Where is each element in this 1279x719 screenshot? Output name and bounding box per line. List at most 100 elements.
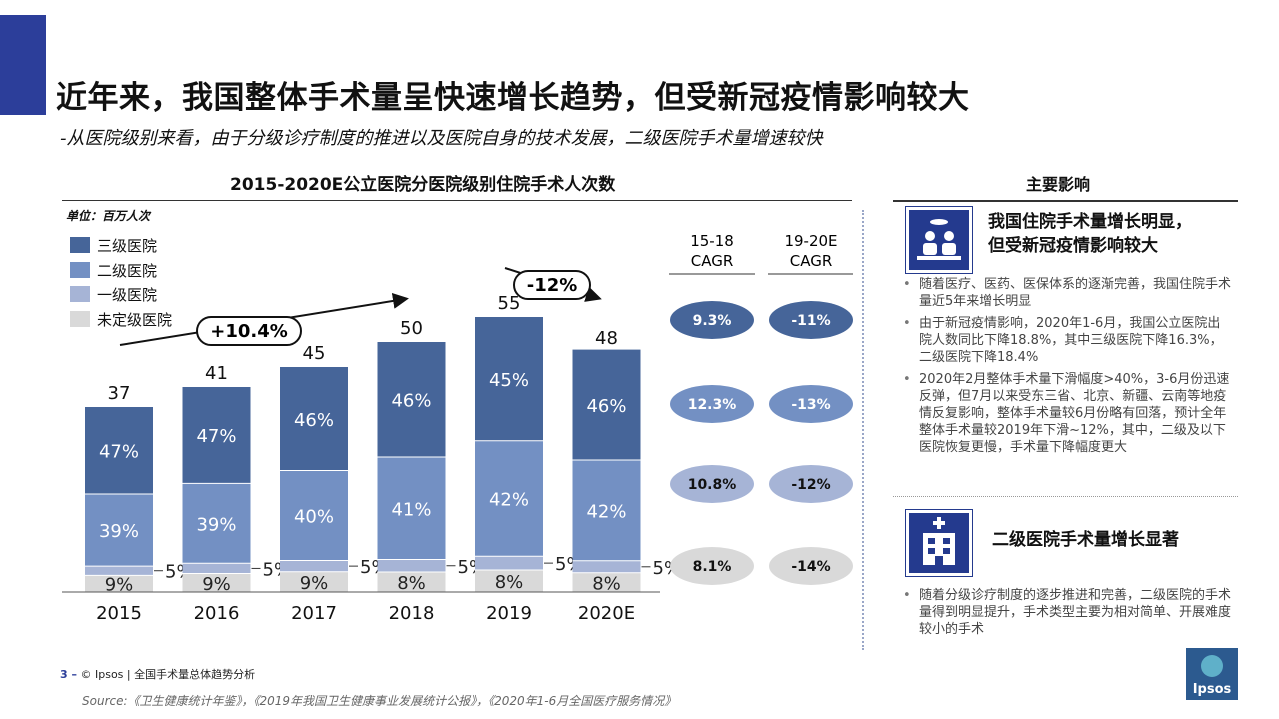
- bar-segment-label: 46%: [294, 410, 334, 431]
- impact-section-divider: [893, 496, 1238, 497]
- bar-segment: [377, 572, 446, 592]
- bar-segment: [85, 493, 153, 567]
- chart-unit-label: 单位：百万人次: [66, 209, 151, 223]
- cagr-pill: [670, 385, 754, 423]
- impact-heading-2-line1: 二级医院手术量增长显著: [992, 530, 1179, 550]
- bar-total-label: 45: [303, 343, 326, 364]
- impact-title: 主要影响: [1026, 175, 1091, 194]
- x-tick-label: 2016: [194, 603, 240, 624]
- bar-segment-label: 39%: [99, 521, 139, 542]
- bar-segment-label: 8%: [592, 573, 621, 594]
- bar-segment-label: 9%: [105, 575, 134, 596]
- list-item: 2020年2月整体手术量下滑幅度>40%，3-6月份迅速反弹，但7月以来受东三省…: [903, 371, 1233, 456]
- cagr-pill: [670, 547, 754, 585]
- bar-segment: [182, 563, 251, 574]
- impact-heading-1-line2: 但受新冠疫情影响较大: [988, 236, 1158, 256]
- hospital-icon: [905, 509, 973, 577]
- x-tick-label: 2015: [96, 603, 142, 624]
- list-item: 随着分级诊疗制度的逐步推进和完善，二级医院的手术量得到明显提升，手术类型主要为相…: [903, 587, 1233, 638]
- bar-segment: [182, 483, 251, 564]
- bar-total-label: 48: [595, 328, 618, 349]
- cagr-header-1-line1: 15-18: [690, 232, 734, 250]
- bar-segment-label: 42%: [489, 490, 529, 511]
- bar-segment-label: 8%: [495, 572, 524, 593]
- cagr-header-2-line1: 19-20E: [784, 232, 837, 250]
- bar-segment-label: 9%: [202, 574, 231, 595]
- bar-segment: [572, 560, 641, 573]
- bar-segment: [280, 560, 348, 572]
- bar-total-label: 50: [400, 318, 423, 339]
- bar-segment: [85, 566, 153, 576]
- impact-title-divider: [893, 200, 1238, 202]
- ipsos-logo: Ipsos: [1186, 648, 1238, 700]
- x-tick-label: 2018: [389, 603, 435, 624]
- cagr-pill: [769, 301, 853, 339]
- legend-item-tier1: 一级医院: [70, 285, 158, 304]
- bar-segment: [377, 559, 446, 572]
- cagr-value: 8.1%: [693, 559, 732, 575]
- x-tick-label: 2017: [291, 603, 337, 624]
- bar-segment: [475, 570, 543, 592]
- cagr-value: -11%: [791, 313, 830, 329]
- footer: 3 – © Ipsos | 全国手术量总体趋势分析: [60, 666, 255, 682]
- source-note: Source:《卫生健康统计年鉴》，《2019年我国卫生健康事业发展统计公报》，…: [82, 694, 677, 708]
- bar-segment: [280, 470, 348, 561]
- cagr-value: -14%: [791, 559, 830, 575]
- bar-segment-label: 40%: [294, 507, 334, 528]
- bar-segment-label: 45%: [489, 370, 529, 391]
- legend-swatch-tier3: [70, 237, 90, 253]
- legend-label: 一级医院: [97, 285, 158, 304]
- cagr-pill: [670, 465, 754, 503]
- growth-annotation-bubble: [196, 316, 302, 346]
- bar-segment: [475, 440, 543, 557]
- bar-segment-label: 47%: [99, 441, 139, 462]
- legend-item-unrated: 未定级医院: [70, 310, 173, 329]
- legend-label: 二级医院: [97, 261, 158, 280]
- chart-title: 2015-2020E公立医院分医院级别住院手术人次数: [230, 175, 616, 195]
- bar-segment: [280, 571, 348, 592]
- bar-segment: [280, 367, 348, 471]
- bar-segment-label: 39%: [196, 514, 236, 535]
- stacked-bar-chart: 3720159%39%47%5%4120169%39%47%5%4520179%…: [62, 232, 853, 624]
- bar-segment: [377, 457, 446, 560]
- legend-item-tier2: 二级医院: [70, 261, 158, 280]
- x-tick-label: 2019: [486, 603, 532, 624]
- bar-segment: [85, 575, 153, 592]
- footer-page-number: 3 –: [60, 668, 77, 681]
- impact-heading-2: 二级医院手术量增长显著: [992, 528, 1179, 552]
- impact-bullets-1: 随着医疗、医药、医保体系的逐渐完善，我国住院手术量近5年来增长明显 由于新冠疫情…: [903, 276, 1233, 461]
- bar-total-label: 55: [498, 293, 521, 314]
- cagr-value: 12.3%: [688, 397, 737, 413]
- corner-accent-block: [0, 15, 46, 115]
- x-tick-label: 2020E: [578, 603, 635, 624]
- cagr-value: 10.8%: [688, 477, 737, 493]
- footer-text: © Ipsos | 全国手术量总体趋势分析: [80, 668, 256, 681]
- cagr-value: -13%: [791, 397, 830, 413]
- bar-segment: [377, 342, 446, 457]
- impact-heading-1-line1: 我国住院手术量增长明显，: [988, 212, 1192, 232]
- bar-segment: [182, 387, 251, 484]
- cagr-value: -12%: [791, 477, 830, 493]
- cagr-header-1-line2: CAGR: [691, 252, 734, 270]
- decline-annotation-bubble: [513, 270, 591, 300]
- surgery-icon: [905, 206, 973, 274]
- legend-label: 未定级医院: [97, 310, 173, 329]
- bar-segment-label: 41%: [391, 499, 431, 520]
- cagr-pill: [670, 301, 754, 339]
- bar-segment: [182, 573, 251, 592]
- bar-segment: [572, 460, 641, 561]
- bar-segment-label: 42%: [586, 501, 626, 522]
- bar-segment-label: 46%: [391, 391, 431, 412]
- logo-wordmark: Ipsos: [1193, 682, 1232, 697]
- legend-item-tier3: 三级医院: [70, 236, 157, 255]
- legend-swatch-unrated: [70, 311, 90, 327]
- cagr-pill: [769, 547, 853, 585]
- page-title: 近年来，我国整体手术量呈快速增长趋势，但受新冠疫情影响较大: [56, 80, 970, 116]
- legend-swatch-tier2: [70, 262, 90, 278]
- impact-bullets-2: 随着分级诊疗制度的逐步推进和完善，二级医院的手术量得到明显提升，手术类型主要为相…: [903, 587, 1233, 643]
- bar-segment-label: 46%: [586, 396, 626, 417]
- column-separator: [862, 210, 864, 650]
- bar-segment: [572, 349, 641, 460]
- growth-annotation: +10.4%: [210, 321, 288, 342]
- cagr-header-2-line2: CAGR: [790, 252, 833, 270]
